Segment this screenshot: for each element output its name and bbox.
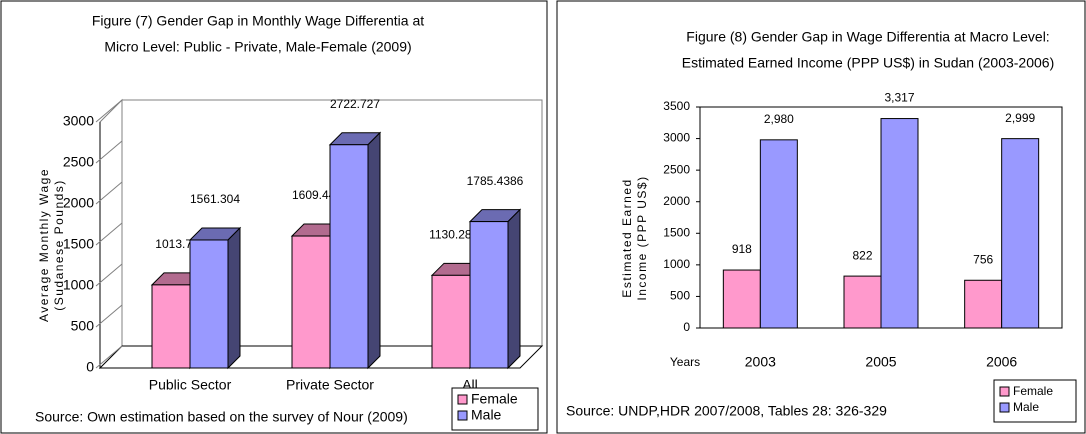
data-label: 1013.73 — [155, 237, 199, 251]
bar-front — [329, 144, 369, 369]
y-tick-label: 1500 — [663, 225, 690, 239]
data-label: 756 — [973, 252, 993, 266]
bar — [1001, 138, 1040, 329]
y-tick-label: 2000 — [63, 195, 94, 211]
data-label: 918 — [732, 242, 752, 256]
data-label: 1785.4386 — [467, 174, 524, 188]
x-tick-label: Public Sector — [149, 377, 232, 393]
bar-front — [880, 118, 919, 329]
tick-line — [95, 99, 123, 123]
source-note: Source: Own estimation based on the surv… — [35, 409, 408, 425]
side-wall — [99, 98, 123, 370]
data-label: 822 — [852, 248, 872, 262]
data-label: 2,980 — [764, 112, 794, 126]
tick-line — [95, 140, 123, 164]
bar — [722, 269, 761, 329]
tick-line — [95, 181, 123, 205]
y-tick-label: 3000 — [663, 131, 690, 145]
bar-front — [1001, 138, 1040, 329]
y-axis-label: Estimated Earned — [620, 178, 634, 297]
y-axis-label: Income (PPP US$) — [635, 175, 649, 300]
x-tick-label: Private Sector — [286, 377, 374, 393]
tick-line — [95, 345, 123, 369]
chart-title: Micro Level: Public - Private, Male-Fema… — [104, 39, 411, 55]
y-tick-label: 3500 — [663, 99, 690, 113]
legend-swatch — [457, 410, 468, 421]
y-tick-label: 500 — [670, 289, 690, 303]
bar — [964, 279, 1003, 329]
tick-line — [95, 222, 123, 246]
y-tick-label: 1000 — [63, 277, 94, 293]
bar-front — [469, 221, 509, 369]
bar — [468, 208, 522, 370]
bar-front — [759, 139, 798, 329]
bar-front — [843, 275, 882, 329]
y-tick-label: 1000 — [663, 257, 690, 271]
y-tick-label: 0 — [86, 359, 94, 375]
data-label: 2,999 — [1005, 111, 1035, 125]
bar-side — [507, 208, 521, 370]
x-tick-label: 2003 — [745, 354, 776, 370]
bar-side — [227, 226, 241, 370]
y-tick-label: 2500 — [63, 154, 94, 170]
legend-swatch — [457, 394, 468, 405]
tick-line — [95, 263, 123, 287]
tick-line — [95, 304, 123, 328]
bar-front — [189, 239, 229, 369]
data-label: 1561.304 — [190, 192, 240, 206]
y-tick-label: 1500 — [63, 236, 94, 252]
x-tick-label: 2005 — [865, 354, 896, 370]
bar — [188, 226, 242, 370]
y-tick-label: 2500 — [663, 162, 690, 176]
panel — [556, 0, 1086, 434]
legend-label: Male — [1013, 400, 1039, 414]
bar — [880, 118, 919, 329]
panel — [0, 0, 548, 434]
bar-front — [431, 274, 471, 369]
data-label: 2722.727 — [330, 97, 380, 111]
y-axis-label: Average Monthly Wage — [37, 168, 51, 322]
y-tick-label: 2000 — [663, 194, 690, 208]
chart-title: Figure (8) Gender Gap in Wage Differenti… — [686, 29, 1049, 45]
y-tick-label: 0 — [683, 320, 690, 334]
x-tick-label: 2006 — [986, 354, 1017, 370]
y-tick-label: 3000 — [63, 113, 94, 129]
bar-front — [291, 235, 331, 369]
legend-swatch — [999, 386, 1010, 397]
chart-title: Figure (7) Gender Gap in Monthly Wage Di… — [92, 13, 424, 29]
bar — [759, 139, 798, 329]
x-axis-label: Years — [670, 355, 700, 369]
legend-label: Male — [471, 407, 502, 423]
bar-front — [151, 284, 191, 369]
source-note: Source: UNDP,HDR 2007/2008, Tables 28: 3… — [566, 403, 887, 419]
y-axis-label: (Sudanese Pounds) — [52, 179, 66, 311]
legend-swatch — [999, 402, 1010, 413]
bar — [843, 275, 882, 329]
y-tick-label: 500 — [71, 318, 95, 334]
bar-front — [722, 269, 761, 329]
legend-label: Female — [1013, 384, 1053, 398]
chart-title: Estimated Earned Income (PPP US$) in Sud… — [682, 55, 1055, 71]
bar — [328, 131, 382, 370]
bar-front — [964, 279, 1003, 329]
data-label: 3,317 — [884, 91, 914, 105]
bar-side — [367, 131, 381, 370]
legend-label: Female — [471, 391, 518, 407]
